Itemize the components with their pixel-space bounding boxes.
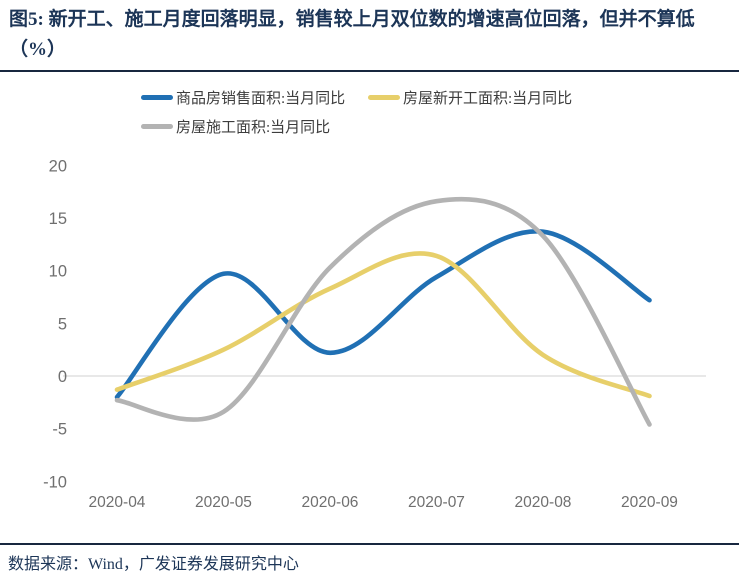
legend-swatch-gray bbox=[141, 123, 173, 129]
legend-swatch-blue bbox=[141, 94, 173, 100]
legend-item-new-starts-area: 房屋新开工面积:当月同比 bbox=[368, 88, 573, 107]
y-tick-label: 15 bbox=[49, 210, 67, 228]
y-tick-label: -5 bbox=[52, 421, 67, 439]
legend-item-construction-area: 房屋施工面积:当月同比 bbox=[141, 117, 331, 136]
data-source: 数据来源：Wind，广发证券发展研究中心 bbox=[8, 556, 299, 573]
legend-item-sales-area: 商品房销售面积:当月同比 bbox=[141, 88, 346, 107]
series-line-0 bbox=[114, 229, 652, 400]
y-tick-label: 0 bbox=[58, 368, 67, 386]
x-axis-label: 2020-07 bbox=[408, 494, 465, 511]
figure-title: 图5: 新开工、施工月度回落明显，销售较上月双位数的增速高位回落，但并不算低（%… bbox=[9, 9, 695, 60]
x-axis-label: 2020-05 bbox=[195, 494, 252, 511]
title-divider bbox=[0, 70, 739, 72]
legend-label-new-starts-area: 房屋新开工面积:当月同比 bbox=[403, 90, 573, 107]
line-chart: 20 15 10 5 0 -5 -10 2020-04 2020-05 2020-06 2020-0… bbox=[43, 157, 706, 511]
footer-divider bbox=[0, 543, 739, 545]
y-tick-label: -10 bbox=[43, 473, 67, 491]
y-tick-label: 20 bbox=[49, 157, 67, 175]
legend-label-sales-area: 商品房销售面积:当月同比 bbox=[176, 90, 346, 107]
y-tick-label: 10 bbox=[49, 263, 67, 281]
x-axis-label: 2020-04 bbox=[89, 494, 146, 511]
legend-swatch-yellow bbox=[368, 94, 400, 100]
series-line-1 bbox=[114, 251, 652, 399]
x-axis-label: 2020-08 bbox=[515, 494, 572, 511]
y-tick-label: 5 bbox=[58, 315, 67, 333]
series-line-2 bbox=[114, 196, 652, 427]
legend-label-construction-area: 房屋施工面积:当月同比 bbox=[176, 119, 331, 136]
x-axis-label: 2020-06 bbox=[302, 494, 359, 511]
x-axis-label: 2020-09 bbox=[621, 494, 678, 511]
